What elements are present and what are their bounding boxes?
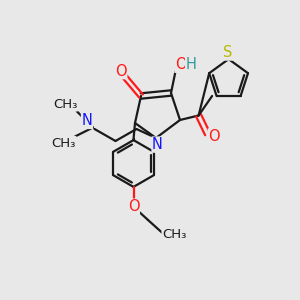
Text: CH₃: CH₃ [53,98,77,111]
Text: O: O [175,57,187,72]
Text: O: O [208,129,220,144]
Text: H: H [186,57,196,72]
Text: N: N [152,137,163,152]
Text: N: N [82,113,92,128]
Text: CH₃: CH₃ [51,136,76,150]
Text: O: O [128,199,139,214]
Text: CH₃: CH₃ [162,227,187,241]
Text: O: O [115,64,127,79]
Text: S: S [223,45,233,60]
